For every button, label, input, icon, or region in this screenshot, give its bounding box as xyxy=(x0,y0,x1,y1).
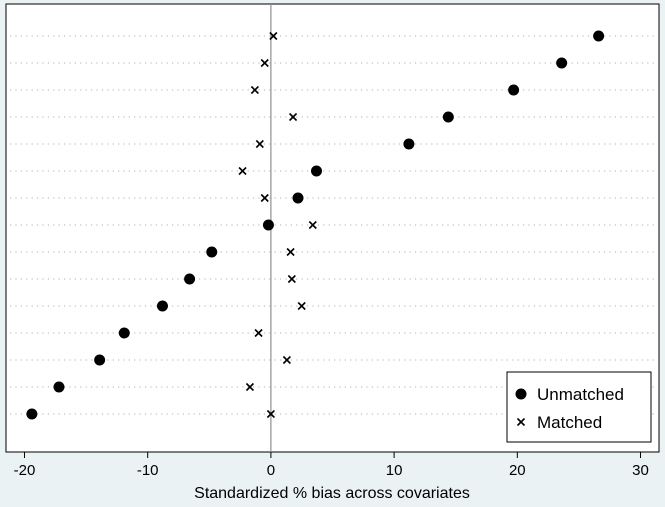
unmatched-point xyxy=(556,57,568,69)
matched-point xyxy=(282,355,291,365)
unmatched-point xyxy=(118,327,130,339)
x-tick-label: -10 xyxy=(137,462,159,479)
legend-box xyxy=(506,371,652,443)
x-axis-title: Standardized % bias across covariates xyxy=(194,485,470,502)
x-tick-label: 0 xyxy=(267,462,275,479)
unmatched-point xyxy=(442,111,454,123)
unmatched-point xyxy=(184,273,196,285)
matched-point xyxy=(238,166,247,176)
matched-point xyxy=(269,31,278,41)
legend-label-unmatched: Unmatched xyxy=(537,385,624,404)
x-tick-label: -20 xyxy=(14,462,36,479)
data-markers xyxy=(26,30,605,420)
matched-point xyxy=(254,328,263,338)
unmatched-point xyxy=(26,408,38,420)
unmatched-point xyxy=(262,219,274,231)
x-axis-ticks: -20 -10 0 10 20 30 xyxy=(14,452,649,479)
matched-point xyxy=(286,247,295,257)
unmatched-point xyxy=(94,354,106,366)
legend: Unmatched Matched xyxy=(506,371,652,443)
x-tick-label: 20 xyxy=(509,462,526,479)
matched-point xyxy=(245,382,255,392)
unmatched-point xyxy=(156,300,168,312)
unmatched-point xyxy=(53,381,65,393)
x-tick-label: 30 xyxy=(632,462,649,479)
unmatched-point xyxy=(206,246,218,258)
legend-marker-matched xyxy=(516,417,526,427)
matched-point xyxy=(260,193,269,203)
legend-label-matched: Matched xyxy=(537,413,602,432)
x-tick-label: 10 xyxy=(386,462,403,479)
unmatched-point xyxy=(292,192,304,204)
matched-point xyxy=(255,139,264,149)
matched-point xyxy=(250,85,259,95)
unmatched-point xyxy=(593,30,605,42)
unmatched-point xyxy=(310,165,322,177)
matched-point xyxy=(308,220,317,230)
matched-point xyxy=(287,274,296,284)
matched-point xyxy=(266,409,275,419)
unmatched-point xyxy=(508,84,520,96)
matched-point xyxy=(289,112,298,122)
unmatched-point xyxy=(403,138,415,150)
legend-marker-unmatched xyxy=(515,388,527,400)
matched-point xyxy=(297,301,306,311)
matched-point xyxy=(260,58,269,68)
